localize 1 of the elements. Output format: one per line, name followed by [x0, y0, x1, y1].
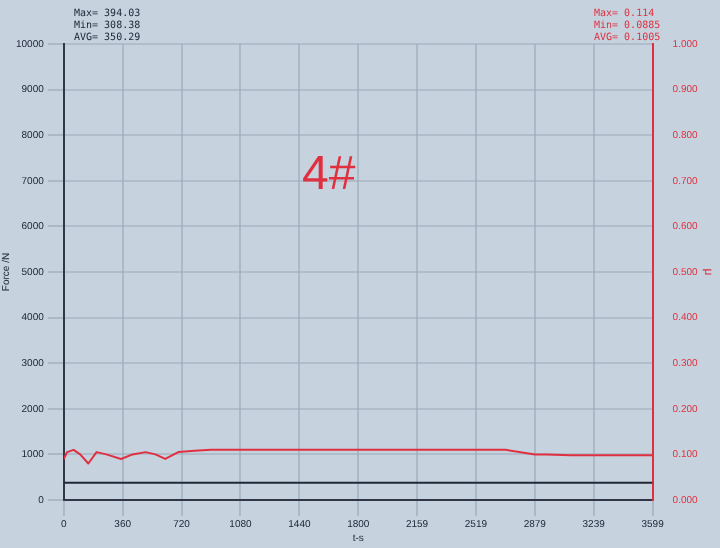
annotation: 4# [302, 147, 357, 202]
